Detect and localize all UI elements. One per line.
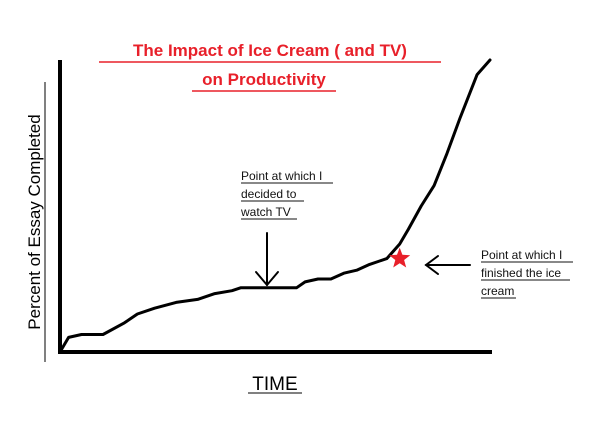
annotation-tv-line-2: decided to [241, 187, 297, 201]
chart-title-line-1: The Impact of Ice Cream ( and TV) [133, 41, 407, 60]
annotation-tv-line-1: Point at which I [241, 169, 322, 183]
y-axis-label: Percent of Essay Completed [25, 114, 44, 329]
annotation-icecream-line-3: cream [481, 284, 514, 298]
series-line [58, 58, 492, 354]
annotation-icecream-line-1: Point at which I [481, 248, 562, 262]
down-arrow-icon [255, 232, 279, 287]
x-axis-label: TIME [252, 374, 297, 395]
annotation-icecream-line-2: finished the ice [481, 266, 561, 280]
star-icon [389, 247, 411, 268]
left-arrow-icon [424, 255, 471, 275]
annotation-tv-line-3: watch TV [240, 205, 291, 219]
chart-title-line-2: on Productivity [202, 70, 326, 89]
